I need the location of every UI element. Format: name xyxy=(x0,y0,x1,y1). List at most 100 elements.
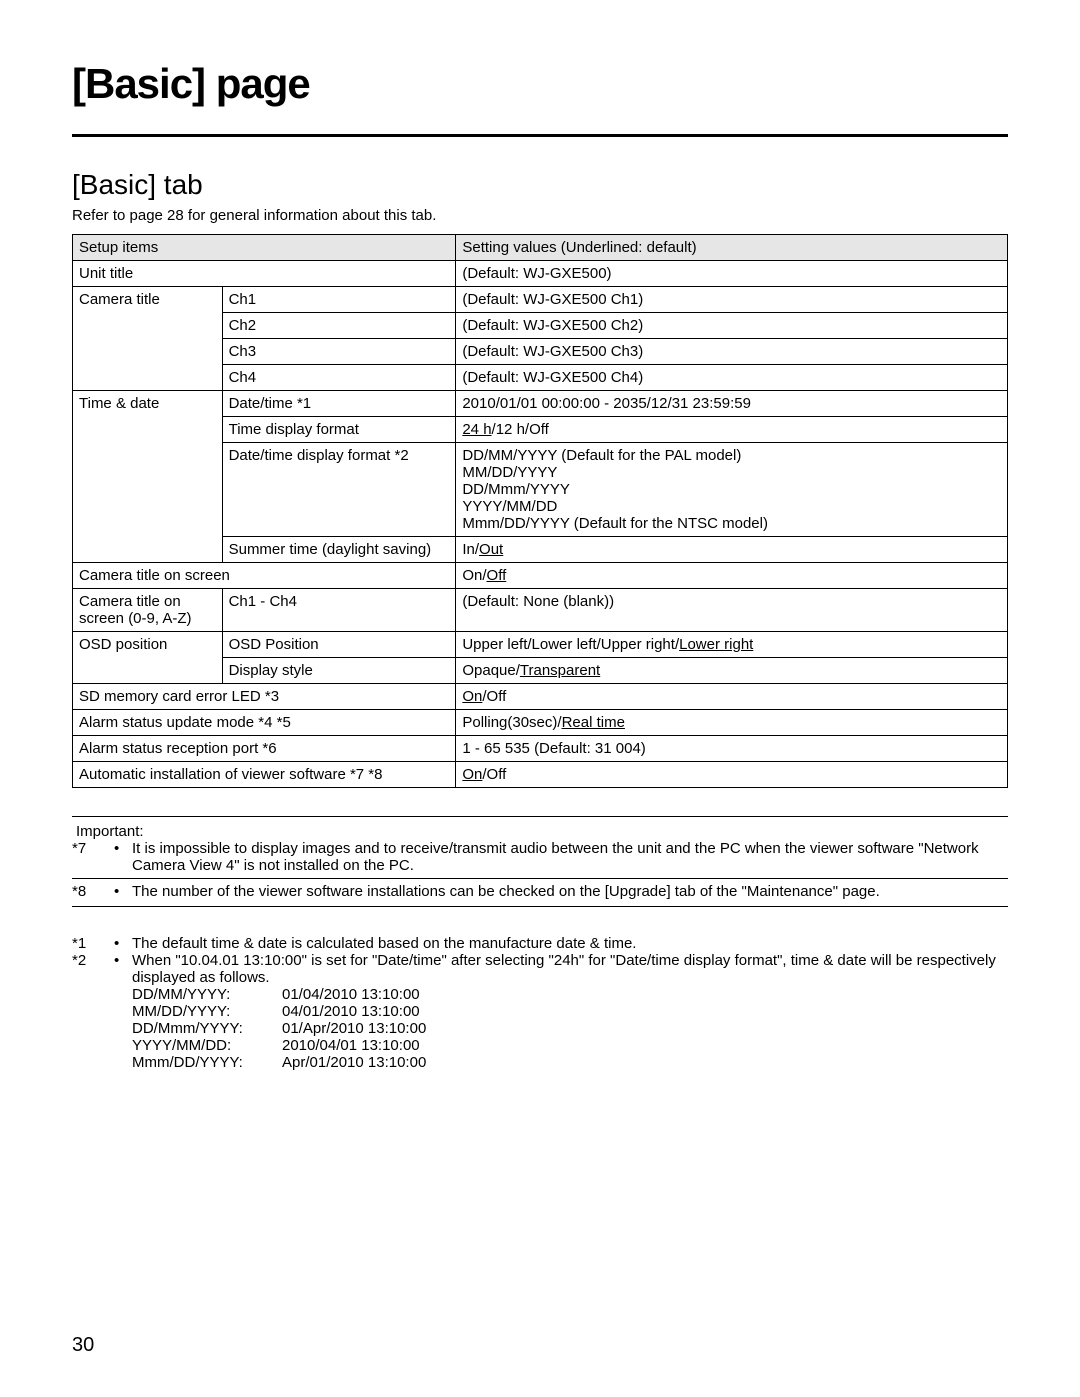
value-rest: /Off xyxy=(482,766,506,783)
table-row: Unit title (Default: WJ-GXE500) xyxy=(73,261,1008,287)
table-row: Automatic installation of viewer softwar… xyxy=(73,762,1008,788)
value-pre: In/ xyxy=(462,541,479,558)
table-row: Alarm status reception port *6 1 - 65 53… xyxy=(73,736,1008,762)
page-title: [Basic] page xyxy=(72,60,1008,108)
bullet-icon: • xyxy=(114,952,132,969)
value-line: DD/MM/YYYY (Default for the PAL model) xyxy=(462,447,1001,464)
footnote-row: *8 • The number of the viewer software i… xyxy=(72,883,1008,900)
cell-sub: Ch2 xyxy=(222,313,456,339)
cell-value: (Default: WJ-GXE500) xyxy=(456,261,1008,287)
cell-value: 2010/01/01 00:00:00 - 2035/12/31 23:59:5… xyxy=(456,391,1008,417)
cell-sub: Display style xyxy=(222,658,456,684)
bullet-icon: • xyxy=(114,935,132,952)
default-value: Transparent xyxy=(520,662,600,679)
cell-value: On/Off xyxy=(456,684,1008,710)
table-row: Camera title Ch1 (Default: WJ-GXE500 Ch1… xyxy=(73,287,1008,313)
table-row: Alarm status update mode *4 *5 Polling(3… xyxy=(73,710,1008,736)
value-line: Mmm/DD/YYYY (Default for the NTSC model) xyxy=(462,515,1001,532)
cell-value: DD/MM/YYYY (Default for the PAL model) M… xyxy=(456,443,1008,537)
bullet-icon: • xyxy=(114,840,132,857)
default-value: Off xyxy=(487,567,507,584)
cell-value: In/Out xyxy=(456,537,1008,563)
default-value: 24 h xyxy=(462,421,491,438)
value-rest: /12 h/Off xyxy=(492,421,549,438)
format-value: 01/04/2010 13:10:00 xyxy=(282,986,420,1003)
cell-sub: Summer time (daylight saving) xyxy=(222,537,456,563)
cell-value: (Default: WJ-GXE500 Ch2) xyxy=(456,313,1008,339)
value-rest: /Off xyxy=(482,688,506,705)
table-header-row: Setup items Setting values (Underlined: … xyxy=(73,235,1008,261)
format-row: Mmm/DD/YYYY:Apr/01/2010 13:10:00 xyxy=(132,1054,1008,1071)
settings-table: Setup items Setting values (Underlined: … xyxy=(72,234,1008,788)
value-line: DD/Mmm/YYYY xyxy=(462,481,1001,498)
cell-value: 24 h/12 h/Off xyxy=(456,417,1008,443)
cell-value: Polling(30sec)/Real time xyxy=(456,710,1008,736)
footnote-row: *7 • It is impossible to display images … xyxy=(72,840,1008,874)
value-line: YYYY/MM/DD xyxy=(462,498,1001,515)
footnote-marker: *1 xyxy=(72,935,114,952)
cell-label: Alarm status reception port *6 xyxy=(73,736,456,762)
format-value: 01/Apr/2010 13:10:00 xyxy=(282,1020,426,1037)
cell-sub: Ch3 xyxy=(222,339,456,365)
table-row: OSD position OSD Position Upper left/Low… xyxy=(73,632,1008,658)
format-key: MM/DD/YYYY: xyxy=(132,1003,282,1020)
cell-value: On/Off xyxy=(456,563,1008,589)
default-value: On xyxy=(462,688,482,705)
divider xyxy=(72,878,1008,879)
cell-value: (Default: None (blank)) xyxy=(456,589,1008,632)
cell-sub: Ch4 xyxy=(222,365,456,391)
cell-value: (Default: WJ-GXE500 Ch3) xyxy=(456,339,1008,365)
format-row: DD/Mmm/YYYY:01/Apr/2010 13:10:00 xyxy=(132,1020,1008,1037)
format-value: 04/01/2010 13:10:00 xyxy=(282,1003,420,1020)
value-pre: Opaque/ xyxy=(462,662,520,679)
cell-sub: Date/time display format *2 xyxy=(222,443,456,537)
cell-value: (Default: WJ-GXE500 Ch1) xyxy=(456,287,1008,313)
footnote-text-line: When "10.04.01 13:10:00" is set for "Dat… xyxy=(132,952,1008,986)
cell-sub: Date/time *1 xyxy=(222,391,456,417)
cell-value: Upper left/Lower left/Upper right/Lower … xyxy=(456,632,1008,658)
cell-sub: Ch1 - Ch4 xyxy=(222,589,456,632)
header-setup-items: Setup items xyxy=(73,235,456,261)
cell-label: Camera title xyxy=(73,287,223,391)
bullet-icon: • xyxy=(114,883,132,900)
cell-value: Opaque/Transparent xyxy=(456,658,1008,684)
cell-label: Camera title on screen (0-9, A-Z) xyxy=(73,589,223,632)
cell-value: (Default: WJ-GXE500 Ch4) xyxy=(456,365,1008,391)
cell-label: SD memory card error LED *3 xyxy=(73,684,456,710)
footnote-marker: *8 xyxy=(72,883,114,900)
format-key: DD/Mmm/YYYY: xyxy=(132,1020,282,1037)
default-value: On xyxy=(462,766,482,783)
refer-text: Refer to page 28 for general information… xyxy=(72,207,1008,224)
footnote-row: *1 • The default time & date is calculat… xyxy=(72,935,1008,952)
label-line: Camera title on xyxy=(79,593,181,610)
format-key: Mmm/DD/YYYY: xyxy=(132,1054,282,1071)
cell-value: 1 - 65 535 (Default: 31 004) xyxy=(456,736,1008,762)
value-line: MM/DD/YYYY xyxy=(462,464,1001,481)
cell-label: OSD position xyxy=(73,632,223,684)
default-value: Real time xyxy=(562,714,625,731)
footnote-text: It is impossible to display images and t… xyxy=(132,840,1008,874)
cell-label: Automatic installation of viewer softwar… xyxy=(73,762,456,788)
cell-label: Alarm status update mode *4 *5 xyxy=(73,710,456,736)
notes-block: *1 • The default time & date is calculat… xyxy=(72,935,1008,1071)
cell-sub: OSD Position xyxy=(222,632,456,658)
important-label: Important: xyxy=(72,823,1008,840)
cell-sub: Time display format xyxy=(222,417,456,443)
value-pre: On/ xyxy=(462,567,486,584)
value-pre: Upper left/Lower left/Upper right/ xyxy=(462,636,679,653)
value-pre: Polling(30sec)/ xyxy=(462,714,561,731)
footnote-text: The default time & date is calculated ba… xyxy=(132,935,1008,952)
default-value: Lower right xyxy=(679,636,753,653)
format-row: MM/DD/YYYY:04/01/2010 13:10:00 xyxy=(132,1003,1008,1020)
cell-label: Unit title xyxy=(73,261,456,287)
cell-label: Time & date xyxy=(73,391,223,563)
format-row: DD/MM/YYYY:01/04/2010 13:10:00 xyxy=(132,986,1008,1003)
cell-sub: Ch1 xyxy=(222,287,456,313)
table-row: Time & date Date/time *1 2010/01/01 00:0… xyxy=(73,391,1008,417)
table-row: Camera title on screen (0-9, A-Z) Ch1 - … xyxy=(73,589,1008,632)
footnote-marker: *2 xyxy=(72,952,114,969)
cell-value: On/Off xyxy=(456,762,1008,788)
table-row: Camera title on screen On/Off xyxy=(73,563,1008,589)
page-number: 30 xyxy=(72,1334,94,1357)
footnote-text: The number of the viewer software instal… xyxy=(132,883,1008,900)
